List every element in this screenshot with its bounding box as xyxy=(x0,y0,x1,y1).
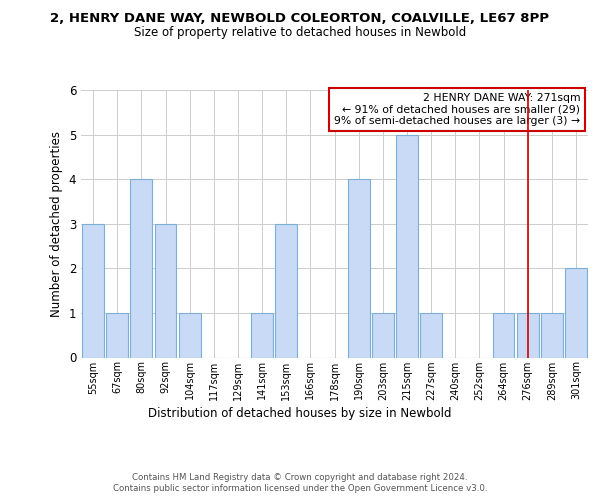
Bar xyxy=(517,313,539,358)
Bar xyxy=(348,179,370,358)
Text: Size of property relative to detached houses in Newbold: Size of property relative to detached ho… xyxy=(134,26,466,39)
Text: 2 HENRY DANE WAY: 271sqm
← 91% of detached houses are smaller (29)
9% of semi-de: 2 HENRY DANE WAY: 271sqm ← 91% of detach… xyxy=(334,92,580,126)
Text: Distribution of detached houses by size in Newbold: Distribution of detached houses by size … xyxy=(148,408,452,420)
Bar xyxy=(565,268,587,358)
Bar xyxy=(372,313,394,358)
Bar xyxy=(420,313,442,358)
Text: 2, HENRY DANE WAY, NEWBOLD COLEORTON, COALVILLE, LE67 8PP: 2, HENRY DANE WAY, NEWBOLD COLEORTON, CO… xyxy=(50,12,550,26)
Bar xyxy=(179,313,200,358)
Bar xyxy=(106,313,128,358)
Y-axis label: Number of detached properties: Number of detached properties xyxy=(50,130,63,317)
Bar xyxy=(251,313,273,358)
Bar xyxy=(275,224,297,358)
Bar xyxy=(493,313,514,358)
Bar xyxy=(541,313,563,358)
Bar xyxy=(155,224,176,358)
Text: Contains HM Land Registry data © Crown copyright and database right 2024.
Contai: Contains HM Land Registry data © Crown c… xyxy=(113,472,487,494)
Bar xyxy=(130,179,152,358)
Bar xyxy=(396,134,418,358)
Bar xyxy=(82,224,104,358)
